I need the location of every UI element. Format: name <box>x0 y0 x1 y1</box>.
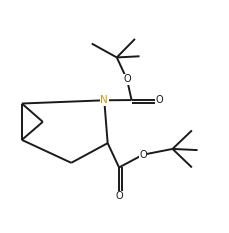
Text: O: O <box>139 150 147 160</box>
Text: O: O <box>123 74 131 84</box>
Text: N: N <box>100 95 108 105</box>
Text: O: O <box>155 95 163 105</box>
Text: O: O <box>115 191 123 201</box>
